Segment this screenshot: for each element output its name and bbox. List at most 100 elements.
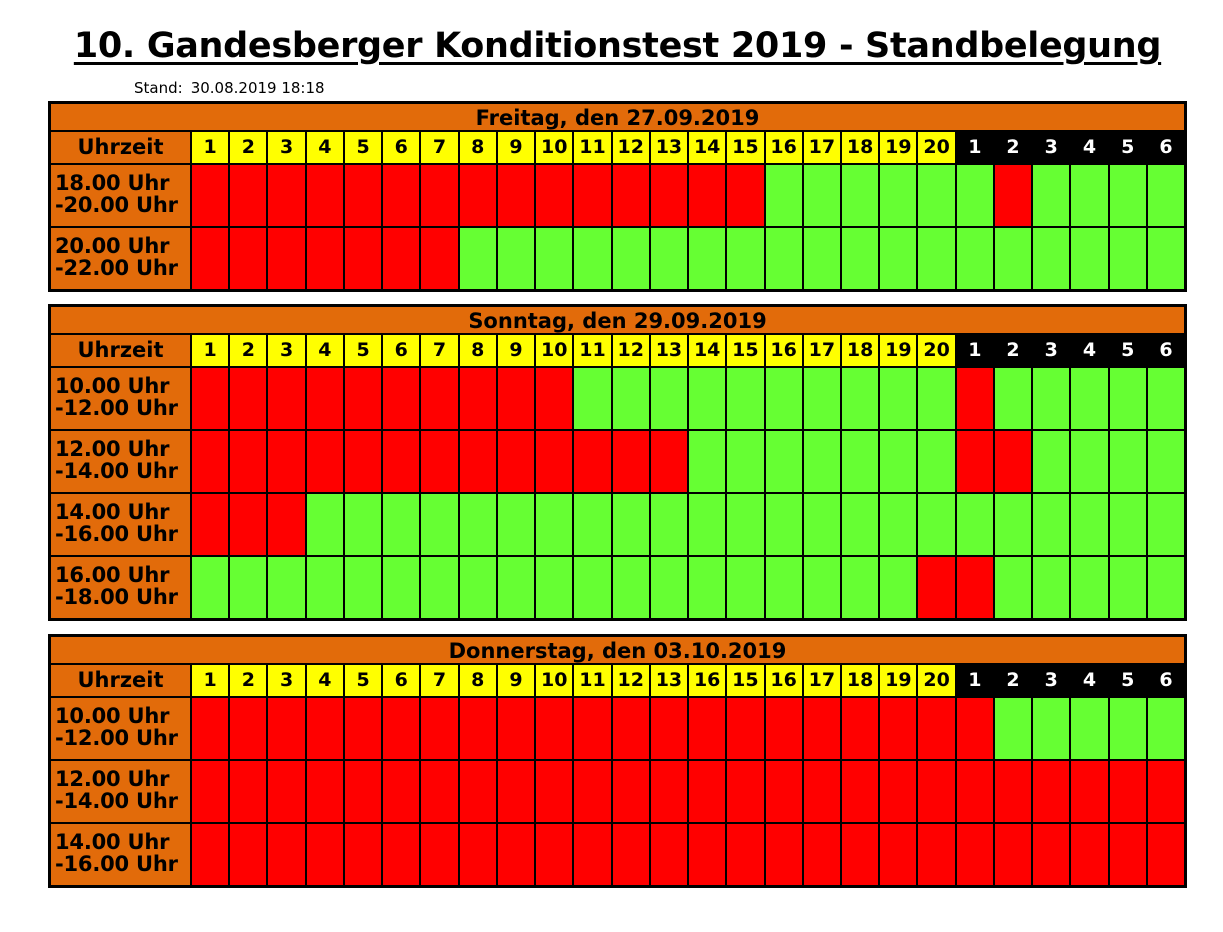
stand-number-yellow: 10 bbox=[536, 335, 575, 366]
booked-cell bbox=[421, 228, 460, 289]
free-cell bbox=[1147, 228, 1185, 289]
stand-number-yellow: 1 bbox=[192, 665, 231, 696]
booked-cell bbox=[994, 165, 1034, 226]
free-cell bbox=[689, 368, 728, 429]
booked-cell bbox=[192, 824, 231, 885]
free-cell bbox=[765, 228, 804, 289]
free-cell bbox=[497, 494, 537, 555]
stand-number-yellow: 8 bbox=[459, 335, 498, 366]
booked-cell bbox=[230, 368, 269, 429]
time-slot-end: -20.00 Uhr bbox=[55, 193, 178, 217]
free-cell bbox=[1109, 698, 1148, 759]
stand-number-yellow: 15 bbox=[727, 335, 766, 366]
booked-cell bbox=[1033, 824, 1072, 885]
booked-cell bbox=[536, 824, 575, 885]
stand-value: 30.08.2019 18:18 bbox=[190, 79, 325, 97]
free-cell bbox=[689, 228, 728, 289]
stand-number-yellow: 2 bbox=[230, 335, 269, 366]
free-cell bbox=[727, 228, 766, 289]
stand-number-black: 5 bbox=[1109, 132, 1148, 163]
stand-number-yellow: 19 bbox=[880, 132, 919, 163]
free-cell bbox=[803, 228, 842, 289]
free-cell bbox=[727, 557, 766, 618]
free-cell bbox=[574, 228, 613, 289]
free-cell bbox=[1071, 557, 1110, 618]
stand-number-yellow: 17 bbox=[803, 132, 842, 163]
booked-cell bbox=[192, 165, 231, 226]
free-cell bbox=[536, 494, 575, 555]
day-table: Sonntag, den 29.09.2019 Uhrzeit 1 2 3 4 5 6 7 8 9 1… bbox=[48, 304, 1187, 621]
stand-number-black: 6 bbox=[1147, 335, 1185, 366]
booked-cell bbox=[841, 761, 881, 822]
free-cell bbox=[1109, 368, 1148, 429]
booked-cell bbox=[956, 761, 995, 822]
time-slot-start: 20.00 Uhr bbox=[55, 234, 170, 258]
stand-number-yellow: 12 bbox=[612, 665, 651, 696]
booked-cell bbox=[230, 698, 269, 759]
stand-number-black: 4 bbox=[1071, 335, 1110, 366]
booked-cell bbox=[536, 761, 575, 822]
free-cell bbox=[383, 557, 422, 618]
booked-cell bbox=[306, 761, 345, 822]
free-cell bbox=[841, 431, 881, 492]
free-cell bbox=[1109, 557, 1148, 618]
booked-cell bbox=[727, 824, 766, 885]
booked-cell bbox=[383, 165, 422, 226]
booked-cell bbox=[956, 824, 995, 885]
stand-number-yellow: 12 bbox=[612, 132, 651, 163]
free-cell bbox=[421, 494, 460, 555]
time-slot-end: -16.00 Uhr bbox=[55, 852, 178, 876]
time-slot-label: 12.00 Uhr -14.00 Uhr bbox=[51, 431, 192, 492]
stand-number-yellow: 12 bbox=[612, 335, 651, 366]
time-slot-label: 10.00 Uhr -12.00 Uhr bbox=[51, 698, 192, 759]
free-cell bbox=[880, 494, 919, 555]
free-cell bbox=[841, 165, 881, 226]
free-cell bbox=[994, 494, 1034, 555]
stand-number-yellow: 8 bbox=[459, 132, 498, 163]
booked-cell bbox=[230, 824, 269, 885]
free-cell bbox=[994, 228, 1034, 289]
booked-cell bbox=[459, 761, 498, 822]
stand-number-yellow: 4 bbox=[306, 132, 345, 163]
booked-cell bbox=[268, 228, 307, 289]
free-cell bbox=[1147, 494, 1185, 555]
booked-cell bbox=[344, 431, 384, 492]
booked-cell bbox=[192, 761, 231, 822]
free-cell bbox=[956, 494, 995, 555]
time-slot-end: -16.00 Uhr bbox=[55, 522, 178, 546]
free-cell bbox=[1109, 494, 1148, 555]
stand-number-yellow: 16 bbox=[689, 665, 728, 696]
booked-cell bbox=[994, 431, 1034, 492]
stand-label: Stand: bbox=[134, 79, 183, 97]
booked-cell bbox=[459, 368, 498, 429]
day-table: Freitag, den 27.09.2019 Uhrzeit 1 2 3 4 5 6 7 8 9 1… bbox=[48, 101, 1187, 292]
free-cell bbox=[1147, 698, 1185, 759]
stand-number-yellow: 20 bbox=[918, 335, 957, 366]
booked-cell bbox=[574, 431, 613, 492]
time-slot-start: 16.00 Uhr bbox=[55, 563, 170, 587]
stand-number-yellow: 4 bbox=[306, 665, 345, 696]
booked-cell bbox=[956, 698, 995, 759]
time-slot-end: -12.00 Uhr bbox=[55, 726, 178, 750]
time-slot-start: 10.00 Uhr bbox=[55, 374, 170, 398]
free-cell bbox=[536, 228, 575, 289]
free-cell bbox=[1109, 431, 1148, 492]
time-slot-row: 18.00 Uhr -20.00 Uhr bbox=[51, 165, 1185, 228]
booked-cell bbox=[230, 761, 269, 822]
stand-number-yellow: 4 bbox=[306, 335, 345, 366]
free-cell bbox=[994, 368, 1034, 429]
free-cell bbox=[841, 228, 881, 289]
free-cell bbox=[918, 368, 957, 429]
free-cell bbox=[574, 368, 613, 429]
booked-cell bbox=[268, 494, 307, 555]
free-cell bbox=[459, 494, 498, 555]
time-slot-row: 10.00 Uhr -12.00 Uhr bbox=[51, 698, 1185, 761]
booked-cell bbox=[727, 165, 766, 226]
booked-cell bbox=[230, 431, 269, 492]
free-cell bbox=[994, 557, 1034, 618]
free-cell bbox=[1071, 228, 1110, 289]
booked-cell bbox=[459, 431, 498, 492]
stand-number-yellow: 10 bbox=[536, 665, 575, 696]
booked-cell bbox=[344, 761, 384, 822]
booked-cell bbox=[574, 761, 613, 822]
